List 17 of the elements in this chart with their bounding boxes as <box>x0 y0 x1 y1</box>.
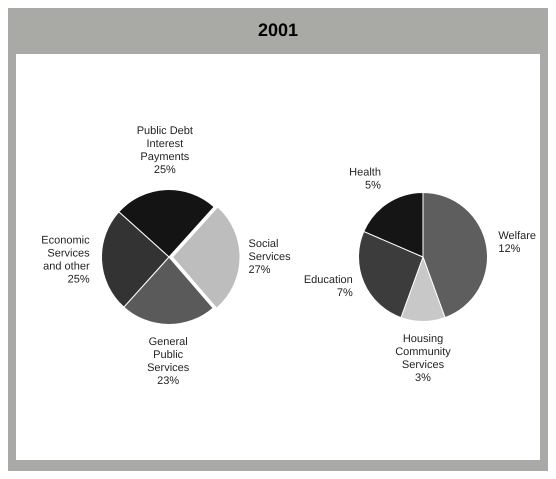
data-label: 5% <box>365 180 382 192</box>
data-label: 3% <box>415 372 432 384</box>
slice-label: Social Services <box>248 238 292 263</box>
slice-label: Welfare <box>498 230 536 242</box>
slice-label: Public Debt Interest Payments <box>136 125 193 164</box>
data-label: 7% <box>336 286 353 299</box>
data-label: 23% <box>157 375 180 388</box>
slice-label: Housing Community Services <box>395 333 452 372</box>
slice-label: Education <box>304 274 353 286</box>
data-label: 12% <box>498 243 521 256</box>
chart-title: 2001 <box>256 19 300 42</box>
data-label: 25% <box>68 274 90 286</box>
slice-label: Economic Services and other <box>41 234 90 273</box>
slice-label: Health <box>349 166 381 179</box>
slice-label: General Public Services <box>147 336 190 374</box>
data-label: 25% <box>154 164 176 176</box>
data-label: 27% <box>248 264 271 276</box>
